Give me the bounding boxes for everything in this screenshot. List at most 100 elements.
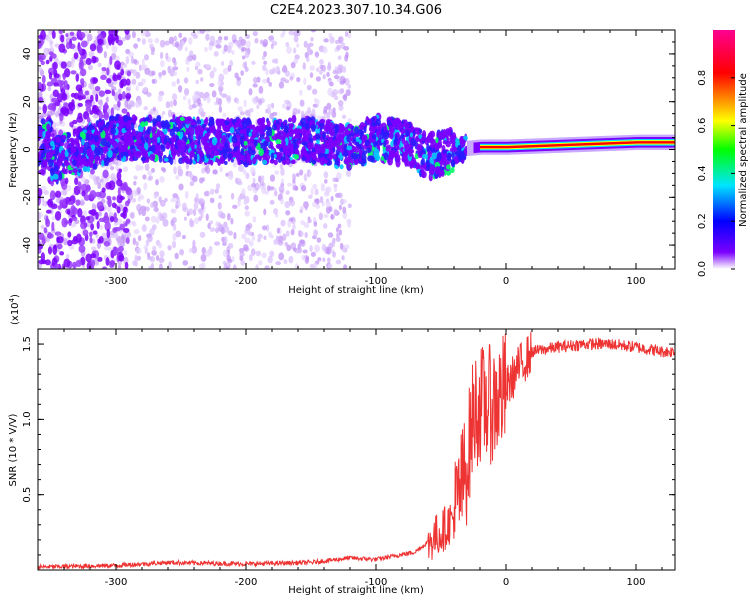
spectrogram-noise-cell [251, 234, 256, 242]
spectrogram-noise-cell [332, 177, 338, 182]
spectrogram-noise-cell [326, 111, 331, 120]
spectrogram-band-cell [347, 123, 353, 129]
spectrogram-noise-cell [103, 241, 110, 247]
spectrogram-band-cell [206, 128, 210, 133]
spectrogram-noise-cell [179, 249, 185, 256]
spectrogram-band-cell [67, 165, 72, 171]
spectrogram-noise-cell [280, 198, 284, 205]
spectrogram-band-cell [151, 144, 156, 154]
spectrogram-noise-cell [322, 46, 328, 54]
spectrogram-band-cell [391, 119, 397, 128]
spectrogram-noise-cell [70, 92, 76, 98]
spectrogram-noise-cell [131, 220, 136, 226]
spectrogram-noise-cell [116, 194, 123, 204]
spectrogram-band-cell [347, 154, 352, 164]
spectrogram-noise-cell [285, 230, 290, 237]
spectrogram-tail-cell [473, 142, 477, 153]
spectrogram-band-cell [300, 126, 307, 136]
spectrogram-noise-cell [337, 223, 342, 229]
spectrogram-noise-cell [268, 35, 274, 41]
spectrogram-noise-cell [276, 227, 281, 234]
spectrogram-noise-cell [322, 74, 326, 80]
spectrogram-band-cell [400, 128, 407, 134]
spectrogram-noise-cell [252, 216, 257, 223]
spectrogram-band-cell [269, 141, 274, 148]
spectrogram-band-cell [148, 126, 153, 132]
spectrogram-band-cell [454, 151, 460, 156]
spectrogram-noise-cell [233, 158, 238, 166]
colorbar-label: Normalized spectral amplitude [738, 73, 749, 227]
spectrogram-noise-cell [193, 201, 199, 210]
spectrogram-noise-cell [218, 194, 222, 199]
spectrogram-noise-cell [103, 111, 110, 121]
spectrogram-band-cell [251, 124, 255, 130]
spectrogram-band-cell [132, 135, 137, 141]
spectrogram-noise-cell [167, 245, 172, 251]
spectrogram-band-cell [103, 148, 107, 154]
spectrogram-noise-cell [135, 164, 141, 172]
spectrogram-noise-cell [45, 215, 49, 225]
spectrogram-band-cell [269, 159, 275, 164]
spectrogram-noise-cell [183, 216, 187, 221]
spectrogram-band-cell [296, 139, 303, 145]
spectrogram-tail-cell [610, 142, 614, 145]
spectrogram-band-cell [409, 132, 414, 138]
spectrogram-y-tick-label: -20 [22, 189, 33, 205]
spectrogram-noise-cell [141, 58, 145, 66]
spectrogram-band-cell [126, 129, 132, 136]
spectrogram-band-cell [301, 145, 307, 155]
spectrogram-noise-cell [71, 36, 77, 41]
spectrogram-band-cell [132, 147, 137, 157]
spectrogram-x-tick-label: -200 [235, 276, 258, 287]
spectrogram-noise-cell [285, 210, 291, 216]
spectrogram-band-cell [328, 151, 333, 160]
spectrogram-band-cell [179, 116, 185, 122]
spectrogram-noise-cell [75, 73, 80, 82]
spectrogram-noise-cell [319, 64, 324, 70]
snr-x-tick-label: -300 [105, 577, 128, 588]
spectrogram-noise-cell [55, 190, 62, 198]
spectrogram-band-cell [319, 157, 326, 162]
spectrogram-noise-cell [270, 102, 275, 109]
spectrogram-band-cell [429, 165, 436, 174]
spectrogram-noise-cell [259, 39, 264, 45]
spectrogram-band-cell [300, 117, 307, 125]
spectrogram-noise-cell [80, 78, 85, 85]
spectrogram-noise-cell [299, 169, 304, 176]
spectrogram-noise-cell [199, 30, 206, 34]
spectrogram-noise-cell [258, 175, 262, 183]
spectrogram-tail-cell [571, 143, 575, 146]
spectrogram-band-cell [76, 154, 82, 164]
spectrogram-band-cell [138, 139, 143, 144]
spectrogram-noise-cell [56, 236, 64, 244]
spectrogram-band-cell [322, 131, 326, 140]
spectrogram-noise-cell [201, 247, 206, 255]
spectrogram-band-cell [457, 144, 462, 154]
spectrogram-band-cell [197, 139, 201, 145]
spectrogram-band-cell [73, 128, 79, 135]
spectrogram-noise-cell [164, 40, 170, 46]
snr-y-label: SNR (10 * V/V) [8, 413, 19, 486]
spectrogram-band-cell [288, 129, 294, 138]
spectrogram-band-cell [327, 136, 333, 142]
spectrogram-noise-cell [290, 229, 295, 236]
spectrogram-band-cell [441, 157, 445, 166]
spectrogram-band-cell [411, 126, 415, 131]
spectrogram-noise-cell [214, 188, 219, 194]
spectrogram-noise-cell [257, 233, 263, 239]
spectrogram-noise-cell [105, 257, 110, 266]
spectrogram-band-cell [395, 158, 401, 168]
spectrogram-noise-cell [85, 185, 91, 192]
spectrogram-noise-cell [289, 76, 294, 81]
spectrogram-noise-cell [286, 244, 292, 252]
spectrogram-noise-cell [263, 235, 267, 241]
spectrogram-noise-cell [231, 255, 235, 262]
spectrogram-noise-cell [149, 202, 155, 208]
spectrogram-noise-cell [269, 250, 275, 258]
spectrogram-band-cell [66, 144, 71, 149]
spectrogram-tail-cell [565, 143, 569, 147]
spectrogram-noise-cell [225, 95, 232, 102]
spectrogram-tail-cell [526, 145, 530, 148]
spectrogram-noise-cell [248, 88, 253, 96]
spectrogram-noise-cell [129, 100, 135, 107]
